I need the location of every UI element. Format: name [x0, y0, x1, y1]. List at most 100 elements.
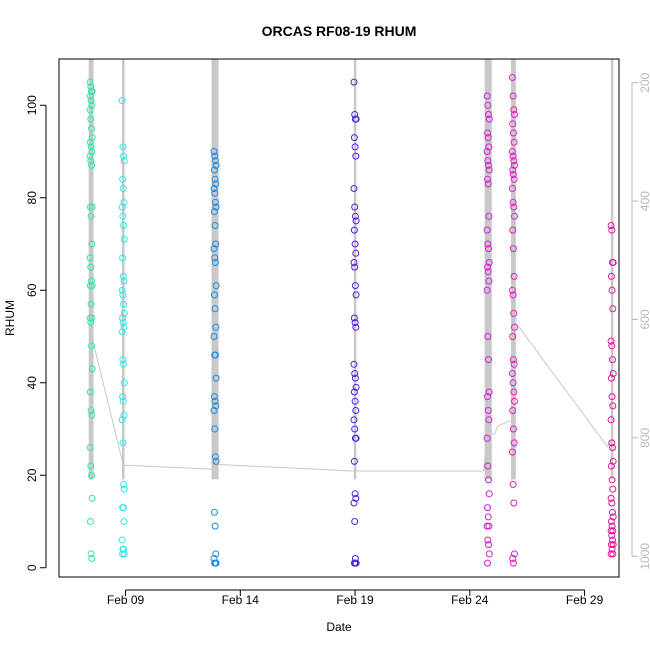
data-point: [212, 550, 220, 558]
data-point: [483, 148, 491, 155]
data-point: [88, 342, 95, 350]
x-tick-label: Feb 24: [451, 593, 489, 607]
data-point: [350, 416, 358, 424]
data-point: [350, 457, 358, 465]
data-point: [120, 518, 128, 525]
data-point: [608, 531, 616, 539]
data-point: [485, 245, 492, 253]
data-point: [118, 416, 126, 424]
data-point: [212, 203, 220, 211]
data-point: [607, 527, 615, 535]
data-point: [510, 309, 518, 317]
data-point: [484, 101, 492, 109]
data-point: [120, 485, 128, 493]
data-point: [509, 379, 517, 387]
data-point: [510, 360, 518, 368]
data-point: [118, 97, 126, 105]
data-point: [350, 78, 358, 86]
data-point: [607, 541, 615, 549]
data-point: [509, 559, 517, 567]
data-point: [351, 374, 359, 382]
data-point: [483, 522, 491, 530]
data-point: [350, 185, 358, 192]
data-point: [211, 522, 219, 530]
data-point: [120, 152, 128, 160]
data-point: [88, 124, 95, 132]
data-point: [87, 115, 95, 123]
data-point: [352, 383, 360, 391]
data-point: [119, 212, 127, 220]
data-point: [212, 457, 220, 465]
data-point: [510, 138, 518, 146]
data-point: [119, 185, 127, 192]
data-point: [351, 425, 359, 433]
data-point: [608, 439, 616, 447]
data-point: [88, 471, 95, 479]
data-point: [608, 545, 616, 553]
data-point: [352, 291, 360, 299]
data-point: [352, 323, 360, 331]
y2-tick-label: 800: [638, 428, 650, 448]
data-point: [351, 203, 359, 211]
y2-tick-label: 200: [638, 72, 650, 92]
data-point: [511, 161, 518, 169]
data-point: [608, 499, 616, 507]
data-point: [609, 508, 616, 516]
data-point: [508, 286, 516, 294]
data-point: [608, 522, 616, 530]
y-tick-label: 100: [25, 95, 39, 115]
data-point: [351, 240, 359, 248]
data-point: [484, 134, 492, 142]
data-point: [510, 157, 518, 165]
data-point: [509, 152, 517, 160]
data-point: [511, 111, 518, 118]
data-point: [508, 185, 516, 192]
data-point: [351, 370, 359, 377]
data-point: [87, 462, 95, 470]
data-point: [485, 111, 492, 118]
data-point: [485, 161, 492, 169]
data-point: [86, 78, 94, 86]
chart-title: ORCAS RF08-19 RHUM: [262, 23, 417, 39]
data-point: [511, 323, 518, 331]
data-point: [210, 393, 218, 401]
data-point: [608, 286, 616, 294]
data-point: [211, 254, 219, 262]
data-point: [87, 407, 95, 414]
altitude-layer: [88, 59, 614, 480]
data-point: [350, 360, 358, 368]
data-point: [350, 314, 358, 322]
data-point: [609, 356, 616, 364]
data-point: [485, 550, 493, 558]
data-point: [484, 462, 492, 470]
data-point: [211, 397, 219, 405]
data-point: [210, 407, 218, 414]
data-point: [120, 379, 128, 387]
data-point: [87, 550, 95, 558]
data-point: [120, 323, 128, 331]
data-point: [484, 175, 491, 183]
data-point: [212, 180, 220, 188]
data-point: [211, 259, 219, 266]
y-tick-label: 60: [25, 283, 39, 297]
data-point: [212, 240, 220, 248]
data-point: [87, 97, 95, 105]
data-point: [87, 143, 95, 151]
data-point: [119, 550, 127, 558]
data-point: [607, 462, 615, 470]
data-point: [485, 541, 492, 549]
data-point: [119, 356, 127, 364]
data-point: [210, 185, 218, 192]
data-point: [88, 411, 96, 419]
data-point: [509, 481, 517, 488]
data-point: [352, 249, 360, 257]
data-point: [485, 166, 493, 174]
data-point: [88, 101, 96, 109]
data-point: [120, 222, 128, 229]
data-point: [609, 444, 616, 451]
data-point: [484, 157, 492, 165]
data-point: [484, 240, 492, 248]
data-point: [86, 444, 94, 451]
